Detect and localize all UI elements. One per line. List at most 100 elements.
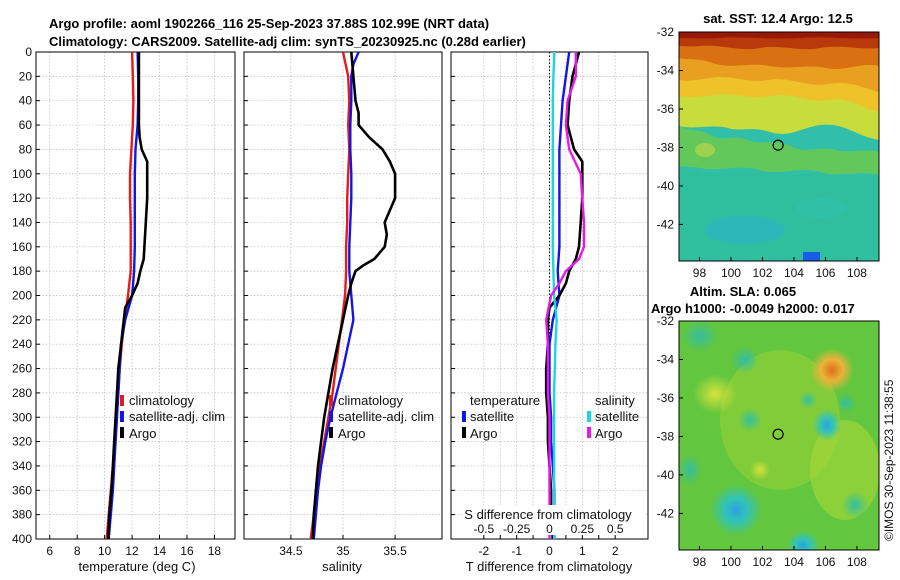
y-tick-label: 100 [12,167,32,181]
salinity-legend: climatology satellite-adj. clim Argo [329,393,434,441]
s-difference-label: S difference from climatology [464,507,632,522]
lon-tick-label: 108 [847,266,867,280]
legend-swatch-s-satellite [587,411,591,422]
x-tick-label: -1 [511,544,522,558]
sst-map-title: sat. SST: 12.4 Argo: 12.5 [703,11,853,26]
lat-tick-label: -34 [657,63,675,77]
legend-label-t-argo: Argo [470,426,497,441]
lat-tick-label: -40 [657,179,675,193]
x-tick-label: -2 [478,544,489,558]
lat-tick-label: -32 [657,314,675,328]
temperature-axes-box [35,51,236,540]
legend-label-t-satellite: satellite [470,409,514,424]
temperature-xlabel: temperature (deg C) [78,559,195,574]
legend-label-satellite: satellite-adj. clim [338,409,434,424]
salinity-lines [309,52,397,539]
s-tick-label: -0.5 [473,522,494,536]
x-tick-label: 35 [336,544,350,558]
lon-tick-label: 104 [784,555,804,569]
y-tick-label: 360 [12,483,32,497]
y-tick-label: 120 [12,191,32,205]
y-tick-label: 260 [12,362,32,376]
sst-map: sat. SST: 12.4 Argo: 12.5 98 100 102 104 106… [657,11,880,280]
series-line-salinity-argo [545,52,586,539]
legend-heading-temperature: temperature [470,393,540,408]
lon-tick-label: 98 [693,266,707,280]
series-line-salinity-satellite [551,52,558,539]
legend-swatch-satellite [329,411,333,422]
salinity-xlabel: salinity [322,559,362,574]
legend-label-s-satellite: satellite [595,409,639,424]
salinity-panel: 34.5 35 35.5 salinity climatology satellit… [243,51,443,574]
difference-legend: temperature satellite Argo salinity sate… [462,393,639,441]
y-tick-label: 340 [12,459,32,473]
s-tick-label: -0.25 [503,522,531,536]
x-tick-label: 35.5 [383,544,407,558]
legend-swatch-argo [329,427,333,438]
depth-tick-labels: 0 20 40 60 80 100 120 140 160 180 200 220 240 260 280 3… [12,45,32,546]
y-tick-label: 400 [12,532,32,546]
s-tick-label: 0.25 [571,522,595,536]
lon-tick-label: 100 [721,266,741,280]
x-tick-label: 16 [180,544,194,558]
lat-tick-label: -38 [657,429,675,443]
lon-tick-label: 98 [693,555,707,569]
salinity-grid [244,51,442,540]
y-tick-label: 280 [12,386,32,400]
sla-map-frame [678,320,880,551]
temperature-panel: 0 20 40 60 80 100 120 140 160 180 200 220 240 260 280 3… [12,45,236,574]
y-tick-label: 60 [19,118,33,132]
legend-swatch-climatology [329,395,333,406]
legend-heading-salinity: salinity [595,393,635,408]
y-tick-label: 0 [25,45,32,59]
figure-title-line2: Climatology: CARS2009. Satellite-adj cli… [49,34,526,49]
lat-tick-label: -34 [657,352,675,366]
lat-tick-label: -32 [657,25,675,39]
lat-tick-label: -38 [657,140,675,154]
lon-tick-label: 106 [815,266,835,280]
x-tick-label: 18 [208,544,222,558]
sla-map-title: Altim. SLA: 0.065 [690,284,796,299]
legend-label-climatology: climatology [129,393,195,408]
temperature-grid [36,51,235,540]
y-tick-label: 380 [12,508,32,522]
sla-lat-ticks: -32 -34 -36 -38 -40 -42 [657,314,683,520]
lat-tick-label: -42 [657,217,675,231]
x-tick-label: 0 [546,544,553,558]
x-tick-label: 12 [125,544,139,558]
lon-tick-label: 100 [721,555,741,569]
legend-label-s-argo: Argo [595,426,622,441]
temperature-legend: climatology satellite-adj. clim Argo [120,393,225,441]
legend-swatch-satellite [120,411,124,422]
s-tick-label: 0.5 [607,522,624,536]
y-tick-label: 180 [12,264,32,278]
x-tick-label: 2 [612,544,619,558]
legend-label-argo: Argo [338,426,365,441]
legend-label-climatology: climatology [338,393,404,408]
x-tick-label: 1 [579,544,586,558]
lon-tick-label: 106 [815,555,835,569]
lon-tick-label: 102 [752,266,772,280]
x-tick-label: 10 [98,544,112,558]
y-tick-label: 80 [19,142,33,156]
y-tick-label: 140 [12,215,32,229]
s-tick-label: 0 [546,522,553,536]
legend-label-argo: Argo [129,426,156,441]
x-tick-label: 34.5 [279,544,303,558]
s-difference-tick-labels: -0.5 -0.25 0 0.25 0.5 [473,522,623,536]
series-line-temperature-argo [544,52,584,539]
salinity-tick-labels: 34.5 35 35.5 [279,544,407,558]
sst-lon-ticks: 98 100 102 104 106 108 [693,257,867,280]
argo-location-marker [772,428,784,440]
lat-tick-label: -42 [657,506,675,520]
lon-tick-label: 108 [847,555,867,569]
legend-swatch-climatology [120,395,124,406]
sla-map-subtitle: Argo h1000: -0.0049 h2000: 0.017 [651,301,855,316]
sst-map-frame [678,31,880,262]
difference-panel: -2 -1 0 1 2 T difference from climatology S … [450,51,649,574]
y-tick-label: 200 [12,289,32,303]
x-tick-label: 14 [153,544,167,558]
y-tick-label: 320 [12,435,32,449]
sla-lon-ticks: 98 100 102 104 106 108 [693,546,867,569]
